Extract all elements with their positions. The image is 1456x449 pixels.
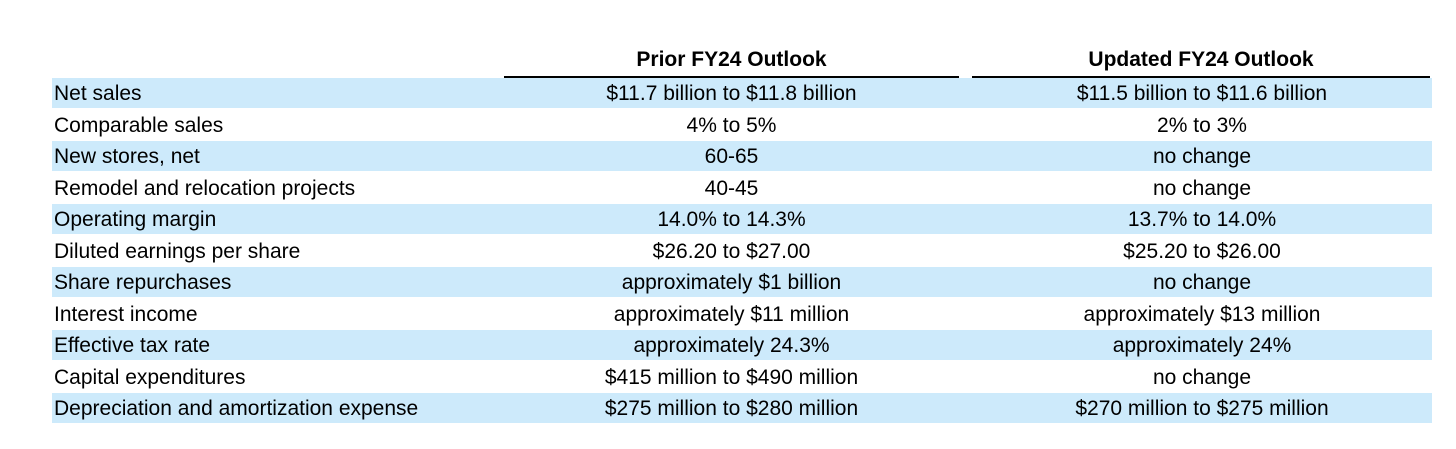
prior-outlook-value: 40-45 — [704, 176, 759, 200]
table-body: Net sales $11.7 billion to $11.8 billion $… — [52, 78, 1432, 425]
prior-outlook-value: approximately $11 million — [613, 302, 850, 326]
cell-gap — [492, 330, 504, 360]
row-label: Comparable sales — [54, 113, 224, 137]
updated-outlook-value: no change — [972, 141, 1432, 171]
row-label: Depreciation and amortization expense — [52, 393, 494, 423]
prior-outlook-header: Prior FY24 Outlook — [504, 46, 959, 78]
outlook-table: Prior FY24 Outlook Updated FY24 Outlook … — [52, 42, 1432, 425]
cell-gap — [492, 78, 504, 108]
updated-outlook-value: no change — [1152, 176, 1252, 200]
cell-gap — [959, 204, 972, 234]
row-label: New stores, net — [52, 141, 494, 171]
updated-outlook-value: 13.7% to 14.0% — [972, 204, 1432, 234]
prior-outlook-value: $415 million to $490 million — [604, 365, 859, 389]
cell-gap — [492, 299, 504, 329]
cell-gap — [959, 393, 972, 423]
row-label: Diluted earnings per share — [54, 239, 301, 263]
row-label: Operating margin — [52, 204, 494, 234]
updated-outlook-value: $25.20 to $26.00 — [1123, 239, 1281, 263]
updated-outlook-value: no change — [972, 267, 1432, 297]
cell-gap — [492, 173, 504, 203]
cell-gap — [959, 110, 972, 140]
prior-outlook-value: $26.20 to $27.00 — [652, 239, 811, 263]
prior-outlook-value: $11.7 billion to $11.8 billion — [504, 78, 959, 108]
cell-gap — [959, 267, 972, 297]
table-row: Capital expenditures $415 million to $490… — [52, 362, 1432, 394]
cell-gap — [492, 393, 504, 423]
table-row: New stores, net 60-65 no change — [52, 141, 1432, 173]
cell-gap — [492, 236, 504, 266]
cell-gap — [959, 78, 972, 108]
cell-gap — [959, 141, 972, 171]
table-row: Interest income approximately $11 million… — [52, 299, 1432, 331]
cell-gap — [959, 236, 972, 266]
table-row: Net sales $11.7 billion to $11.8 billion $… — [52, 78, 1432, 110]
cell-gap — [492, 141, 504, 171]
cell-gap — [492, 267, 504, 297]
prior-outlook-value: $275 million to $280 million — [504, 393, 959, 423]
row-label: Capital expenditures — [54, 365, 246, 389]
prior-outlook-value: 4% to 5% — [686, 113, 777, 137]
cell-gap — [959, 330, 972, 360]
table-row: Remodel and relocation projects 40-45 no c… — [52, 173, 1432, 205]
table-row: Comparable sales 4% to 5% 2% to 3% — [52, 110, 1432, 142]
updated-outlook-value: 2% to 3% — [1157, 113, 1247, 137]
cell-gap — [492, 362, 504, 392]
table-row: Share repurchases approximately $1 billio… — [52, 267, 1432, 299]
row-label: Interest income — [54, 302, 198, 326]
prior-outlook-value: approximately 24.3% — [504, 330, 959, 360]
prior-outlook-value: approximately $1 billion — [504, 267, 959, 297]
cell-gap — [959, 362, 972, 392]
row-label: Remodel and relocation projects — [54, 176, 356, 200]
cell-gap — [492, 204, 504, 234]
cell-gap — [959, 299, 972, 329]
table-row: Effective tax rate approximately 24.3% app… — [52, 330, 1432, 362]
prior-outlook-value: 60-65 — [504, 141, 959, 171]
updated-outlook-value: no change — [1152, 365, 1252, 389]
table-row: Depreciation and amortization expense $27… — [52, 393, 1432, 425]
updated-outlook-value: $270 million to $275 million — [972, 393, 1432, 423]
updated-outlook-header: Updated FY24 Outlook — [972, 46, 1430, 78]
cell-gap — [959, 173, 972, 203]
table-row: Operating margin 14.0% to 14.3% 13.7% to 1… — [52, 204, 1432, 236]
table-row: Diluted earnings per share $26.20 to $27.… — [52, 236, 1432, 268]
cell-gap — [492, 110, 504, 140]
prior-outlook-value: 14.0% to 14.3% — [504, 204, 959, 234]
row-label: Effective tax rate — [52, 330, 494, 360]
row-label: Net sales — [52, 78, 494, 108]
updated-outlook-value: approximately 24% — [972, 330, 1432, 360]
row-label: Share repurchases — [52, 267, 494, 297]
updated-outlook-value: approximately $13 million — [1083, 302, 1321, 326]
table-header-row: Prior FY24 Outlook Updated FY24 Outlook — [52, 42, 1432, 78]
updated-outlook-value: $11.5 billion to $11.6 billion — [972, 78, 1432, 108]
